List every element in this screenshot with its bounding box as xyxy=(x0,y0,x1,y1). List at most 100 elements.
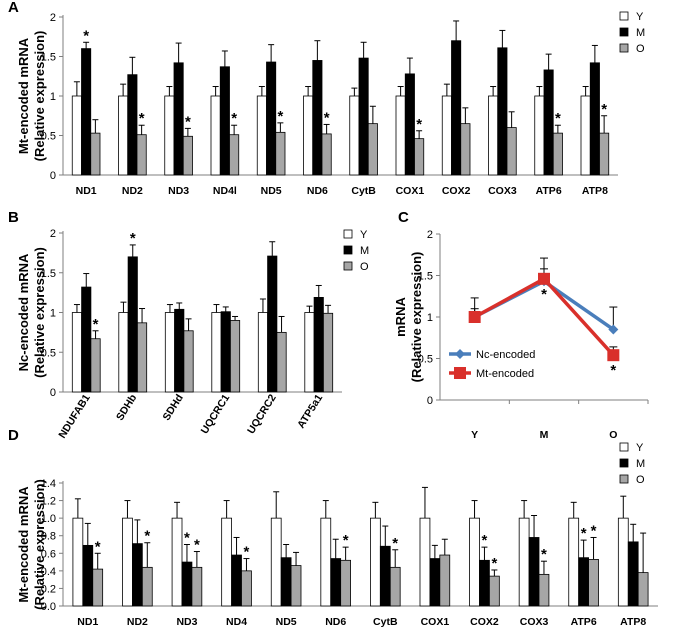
bar-Y xyxy=(617,517,629,607)
bar-Y xyxy=(320,517,332,607)
bar-O xyxy=(599,132,610,176)
bar-O xyxy=(321,133,332,176)
bar-M xyxy=(330,558,342,607)
bar-M xyxy=(312,60,323,176)
bar-O xyxy=(552,132,563,176)
category-label: UQCRC2 xyxy=(245,392,279,436)
y-axis-title: Mt-encoded mRNA xyxy=(16,37,31,154)
y-tick-label: 1 xyxy=(50,91,56,103)
bar-Y xyxy=(270,517,282,607)
legend-label: M xyxy=(636,27,645,39)
bar-O xyxy=(275,131,286,176)
y-tick-label: 0.5 xyxy=(418,354,433,366)
bar-M xyxy=(127,256,138,393)
bar-M xyxy=(81,286,92,393)
bar-O xyxy=(90,132,101,176)
y-tick-label: 2 xyxy=(427,229,433,241)
y-tick-label: 2 xyxy=(50,12,56,24)
significance-star: * xyxy=(184,530,190,547)
category-label: ATP8 xyxy=(582,185,608,197)
category-label: COX1 xyxy=(421,616,450,628)
significance-star: * xyxy=(343,532,349,549)
category-label: ND5 xyxy=(276,616,297,628)
bar-M xyxy=(528,537,540,607)
bar-M xyxy=(280,557,292,607)
bar-Y xyxy=(72,517,84,607)
y-tick-label: 1.2 xyxy=(41,496,56,508)
legend-label: O xyxy=(360,261,369,273)
bar-O xyxy=(489,575,500,607)
bar-M xyxy=(451,40,462,176)
bar-Y xyxy=(469,517,480,607)
bar-Y xyxy=(122,517,133,607)
bar-O xyxy=(538,573,550,607)
significance-star: * xyxy=(541,546,547,563)
bar-M xyxy=(81,48,92,176)
category-label: ND4 xyxy=(226,616,247,628)
bar-Y xyxy=(304,312,315,393)
y-axis-subtitle: (Relative expression) xyxy=(32,247,47,378)
y-tick-label: 1.0 xyxy=(41,513,56,525)
y-axis-title: Mt-encoded mRNA xyxy=(16,486,31,603)
significance-star: * xyxy=(541,286,547,303)
y-tick-label: 0.4 xyxy=(41,566,56,578)
significance-star: * xyxy=(416,116,422,133)
bar-Y xyxy=(118,95,129,176)
category-label: CytB xyxy=(373,616,398,628)
category-label: ND1 xyxy=(76,185,97,197)
legend-swatch-Y xyxy=(619,442,629,452)
bar-M xyxy=(313,296,324,393)
bar-M xyxy=(479,559,490,607)
bar-Y xyxy=(210,95,221,176)
significance-star: * xyxy=(392,535,398,552)
significance-star: * xyxy=(231,110,237,127)
bar-M xyxy=(589,62,600,176)
bar-O xyxy=(92,568,104,607)
bar-O xyxy=(460,123,471,176)
bar-O xyxy=(141,566,153,607)
bar-O xyxy=(290,565,302,607)
bar-Y xyxy=(118,312,129,393)
y-tick-label: 1 xyxy=(427,312,433,324)
legend-swatch-O xyxy=(343,261,353,271)
legend-label: M xyxy=(636,458,645,470)
category-label: ND4l xyxy=(213,185,237,197)
y-axis-subtitle: (Relative expression) xyxy=(32,31,47,162)
bar-O xyxy=(322,312,334,393)
bar-Y xyxy=(256,95,267,176)
legend-label: O xyxy=(636,43,645,55)
bar-O xyxy=(229,134,240,176)
significance-star: * xyxy=(185,113,191,130)
category-label: ND6 xyxy=(307,185,328,197)
significance-star: * xyxy=(139,110,145,127)
y-tick-label: 0 xyxy=(50,387,56,399)
bar-M xyxy=(181,561,193,607)
y-tick-label: 0.2 xyxy=(41,583,56,595)
bar-O xyxy=(90,338,101,393)
bar-M xyxy=(358,57,369,176)
bar-M xyxy=(627,541,639,607)
bar-O xyxy=(182,135,193,176)
category-label: ATP6 xyxy=(571,616,597,628)
panel-label: A xyxy=(8,0,19,16)
bar-O xyxy=(439,554,451,607)
bar-Y xyxy=(349,95,360,176)
category-label: ND5 xyxy=(261,185,282,197)
bar-M xyxy=(173,62,184,176)
bar-O xyxy=(183,330,194,393)
bar-M xyxy=(266,61,277,176)
category-label: COX3 xyxy=(488,185,517,197)
bar-O xyxy=(241,570,252,607)
significance-star: * xyxy=(491,555,497,572)
legend-label: Y xyxy=(636,11,644,23)
legend-label: Mt-encoded xyxy=(476,368,534,380)
significance-star: * xyxy=(591,522,597,539)
y-tick-label: 1.5 xyxy=(41,268,56,280)
legend-label: Y xyxy=(636,442,644,454)
category-label: ND1 xyxy=(77,616,98,628)
y-axis-title: mRNA xyxy=(393,297,408,337)
category-label: Y xyxy=(471,429,478,441)
bar-Y xyxy=(221,517,232,607)
y-tick-label: 1 xyxy=(50,308,56,320)
